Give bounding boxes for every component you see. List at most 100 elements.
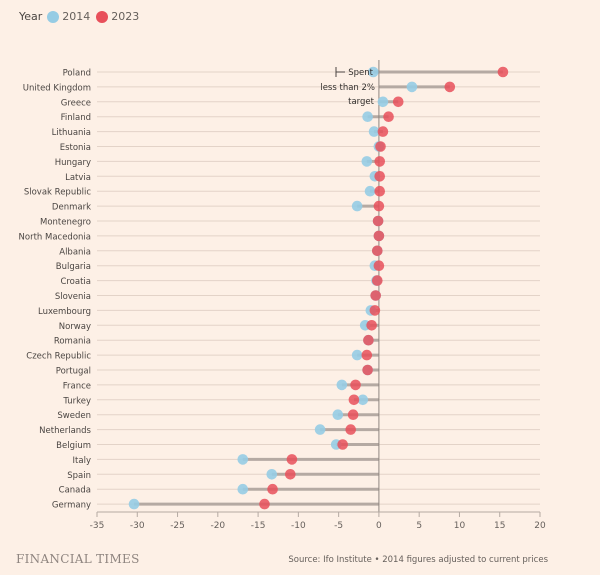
dot-2023	[286, 454, 298, 465]
category-label: Belgium	[56, 441, 91, 451]
dot-2023	[348, 394, 360, 406]
category-label: Norway	[59, 322, 91, 332]
x-tick-label: 15	[494, 521, 505, 531]
legend-label-2014: 2014	[62, 10, 91, 23]
x-tick-label: -10	[291, 521, 306, 531]
dot-2014	[351, 349, 363, 361]
category-label: Hungary	[55, 158, 91, 168]
category-label: Romania	[54, 337, 91, 347]
category-label: North Macedonia	[19, 232, 91, 242]
category-label: Bulgaria	[56, 262, 91, 272]
dot-2023	[363, 334, 374, 346]
dot-2023	[366, 320, 377, 331]
dot-2023	[371, 275, 383, 286]
legend-label-2023: 2023	[111, 10, 140, 23]
dot-2023	[497, 66, 509, 78]
dot-2023	[259, 498, 270, 510]
category-label: Spain	[67, 471, 91, 481]
dot-2023	[345, 424, 357, 435]
category-label: Lithuania	[52, 128, 91, 138]
x-tick-label: 10	[454, 521, 466, 531]
dot-2014	[314, 424, 326, 435]
dot-2023	[361, 349, 373, 361]
category-label: Germany	[52, 501, 91, 511]
dot-2014	[406, 81, 418, 93]
x-tick-label: 5	[416, 521, 422, 531]
dot-2023	[375, 141, 386, 152]
category-label: Denmark	[52, 203, 91, 213]
dot-2023	[372, 215, 384, 227]
category-label: Portugal	[56, 367, 91, 377]
category-label: United Kingdom	[23, 83, 91, 93]
annotation: Spent less than 2% target	[320, 67, 375, 107]
category-label: Croatia	[60, 277, 91, 287]
dot-2023	[362, 364, 373, 376]
dot-2014	[237, 483, 249, 495]
x-axis: -35 -30 -25 -20 -15 -10 -5 0 5 10 15 20	[90, 511, 546, 531]
x-tick-label: -25	[170, 521, 185, 531]
dot-2023	[350, 379, 361, 391]
category-label: Netherlands	[39, 426, 91, 436]
dot-2023	[444, 81, 456, 93]
category-label: Finland	[61, 113, 91, 123]
annotation-text: less than 2%	[320, 83, 375, 93]
gridlines	[97, 71, 540, 505]
dot-2023	[383, 111, 394, 122]
category-label: Latvia	[65, 173, 91, 183]
dot-2023	[285, 469, 296, 480]
dot-2023	[347, 409, 359, 421]
category-label: Slovak Republic	[24, 188, 91, 198]
category-label: Canada	[59, 486, 91, 496]
legend-swatch-2023	[96, 10, 109, 23]
dot-2014	[128, 498, 140, 510]
category-label: Czech Republic	[26, 352, 91, 362]
legend-item-2023: 2023	[96, 10, 139, 23]
category-label: Italy	[73, 456, 91, 466]
category-label: Montenegro	[40, 218, 91, 228]
category-label: Estonia	[60, 143, 91, 153]
x-tick-label: 20	[534, 521, 546, 531]
legend-item-2014: 2014	[47, 10, 90, 23]
dot-2023	[371, 245, 383, 257]
dot-2014	[377, 96, 389, 108]
category-label: France	[63, 381, 91, 391]
legend: Year 2014 2023	[19, 10, 145, 23]
x-tick-label: -35	[90, 521, 105, 531]
dot-2023	[374, 171, 386, 182]
dot-2023	[374, 156, 386, 167]
category-label: Sweden	[57, 411, 91, 421]
x-tick-label: -20	[210, 521, 225, 531]
x-tick-label: -30	[130, 521, 145, 531]
dot-2023	[373, 200, 385, 212]
category-label: Luxembourg	[38, 307, 91, 317]
dot-2023	[373, 260, 385, 272]
annotation-text: Spent	[348, 68, 373, 78]
dot-2023	[267, 483, 278, 495]
dot-2023	[369, 305, 381, 316]
dot-2014	[336, 379, 348, 391]
dot-2023	[377, 126, 389, 137]
dot-2014	[332, 409, 344, 421]
legend-title: Year	[19, 10, 43, 23]
dot-2023	[374, 185, 386, 197]
dot-2014	[266, 469, 278, 480]
x-tick-label: 0	[376, 521, 382, 531]
category-labels: Poland United Kingdom Greece Finland Lithuan…	[19, 69, 92, 511]
dot-2014	[357, 394, 369, 406]
category-label: Slovenia	[55, 292, 91, 302]
dot-2014	[364, 185, 376, 197]
category-label: Poland	[63, 69, 91, 79]
category-label: Albania	[59, 247, 91, 257]
dot-2023	[337, 439, 348, 450]
legend-swatch-2014	[47, 10, 60, 23]
dot-2014	[361, 156, 373, 167]
x-tick-label: -5	[334, 521, 343, 531]
category-label: Turkey	[62, 396, 91, 406]
dot-2014	[237, 454, 249, 465]
x-tick-label: -15	[251, 521, 266, 531]
source-note: Source: Ifo Institute • 2014 figures adj…	[288, 555, 548, 565]
connector-bars	[134, 70, 503, 506]
data-points	[128, 66, 509, 510]
dot-2014	[368, 126, 380, 137]
